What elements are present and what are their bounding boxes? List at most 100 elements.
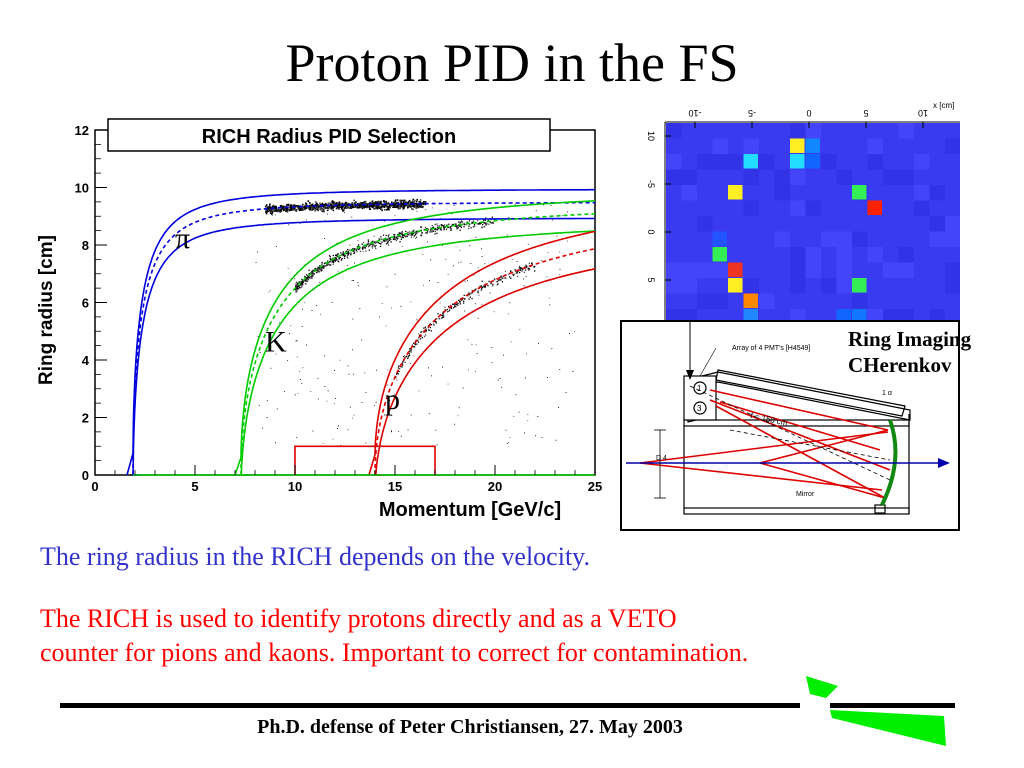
scatter-point <box>475 288 477 290</box>
scatter-point <box>296 340 298 342</box>
scatter-point <box>327 390 329 392</box>
scatter-point <box>283 208 285 211</box>
scatter-point <box>439 302 441 304</box>
scatter-point <box>486 223 488 225</box>
scatter-point <box>353 204 356 206</box>
scatter-point <box>477 290 479 292</box>
scatter-point <box>420 234 422 237</box>
scatter-point <box>524 269 527 271</box>
pmt-pixel <box>774 185 790 201</box>
scatter-point <box>279 205 282 207</box>
scatter-point <box>376 206 378 209</box>
scatter-point <box>406 355 408 357</box>
scatter-point <box>311 310 313 311</box>
scatter-point <box>301 326 303 327</box>
scatter-point <box>329 256 331 258</box>
scatter-point <box>320 208 322 211</box>
scatter-point <box>442 314 444 316</box>
scatter-point <box>559 274 561 275</box>
band-curve <box>374 268 596 476</box>
pmt-pixel-grid <box>666 123 960 325</box>
scatter-point <box>304 208 306 211</box>
scatter-point <box>386 240 388 242</box>
scatter-point <box>360 203 363 206</box>
scatter-point <box>350 254 352 256</box>
scatter-point <box>301 282 303 284</box>
scatter-point <box>375 201 377 203</box>
scatter-point <box>334 205 337 208</box>
scatter-point <box>322 266 324 269</box>
scatter-point <box>354 205 357 207</box>
scatter-point <box>312 271 314 273</box>
scatter-point <box>359 250 362 253</box>
scatter-point <box>419 199 422 201</box>
scatter-point <box>400 305 402 307</box>
spherical-mirror <box>880 419 898 506</box>
scatter-point <box>350 252 352 254</box>
scatter-point <box>515 272 518 274</box>
scatter-point <box>365 442 367 444</box>
scatter-point <box>429 279 430 281</box>
scatter-point <box>438 225 440 227</box>
scatter-point <box>346 203 349 206</box>
scatter-point <box>348 373 350 375</box>
scatter-point <box>444 226 446 228</box>
scatter-point <box>271 208 273 211</box>
scatter-point <box>259 352 261 353</box>
scatter-point <box>494 279 496 281</box>
scatter-point <box>461 299 463 301</box>
scatter-point <box>323 210 325 213</box>
scatter-point <box>463 294 465 296</box>
scatter-point <box>326 209 329 212</box>
scatter-point <box>524 432 525 434</box>
scatter-point <box>381 241 383 243</box>
pmt-pixel <box>867 154 883 170</box>
scatter-point <box>317 266 319 268</box>
scatter-point <box>295 291 297 293</box>
proton-cut <box>294 445 436 475</box>
pmt-pixel <box>914 200 930 216</box>
scatter-point <box>333 201 335 203</box>
ring-x-tick: -10 <box>688 108 701 118</box>
scatter-point <box>497 279 500 281</box>
scatter-point <box>403 199 406 202</box>
scatter-point <box>408 234 410 236</box>
scatter-point <box>319 265 321 267</box>
scatter-point <box>416 231 418 233</box>
scatter-point <box>323 209 325 212</box>
scatter-point <box>334 256 336 259</box>
ring-x-tick: -5 <box>748 108 756 118</box>
scatter-point <box>275 208 278 211</box>
scatter-point <box>393 394 395 396</box>
scatter-point <box>371 245 373 248</box>
scatter-point <box>312 272 314 274</box>
scatter-point <box>271 214 273 216</box>
scatter-point <box>385 325 387 327</box>
scatter-point <box>317 204 319 206</box>
scatter-point <box>322 206 325 208</box>
scatter-point <box>356 248 358 250</box>
scatter-point <box>375 202 377 204</box>
cherenkov-rays <box>639 389 891 499</box>
scatter-point <box>497 379 499 381</box>
scatter-point <box>369 201 371 204</box>
scatter-point <box>460 226 462 229</box>
scatter-point <box>340 252 342 254</box>
scatter-point <box>326 207 329 209</box>
scatter-point <box>430 259 432 261</box>
scatter-point <box>398 233 400 235</box>
chart-title-box: RICH Radius PID Selection <box>107 118 551 152</box>
scatter-point <box>344 204 347 207</box>
scatter-point <box>401 236 403 239</box>
scatter-point <box>310 206 313 208</box>
scatter-point <box>393 205 395 208</box>
scatter-point <box>320 270 322 272</box>
y-tick-label: 10 <box>75 181 89 196</box>
scatter-point <box>268 209 270 212</box>
scatter-point <box>338 257 340 259</box>
pmt-pixel <box>836 231 852 247</box>
scatter-point <box>473 274 475 276</box>
scatter-point <box>442 316 445 318</box>
scatter-point <box>346 206 348 209</box>
scatter-point <box>326 263 329 265</box>
